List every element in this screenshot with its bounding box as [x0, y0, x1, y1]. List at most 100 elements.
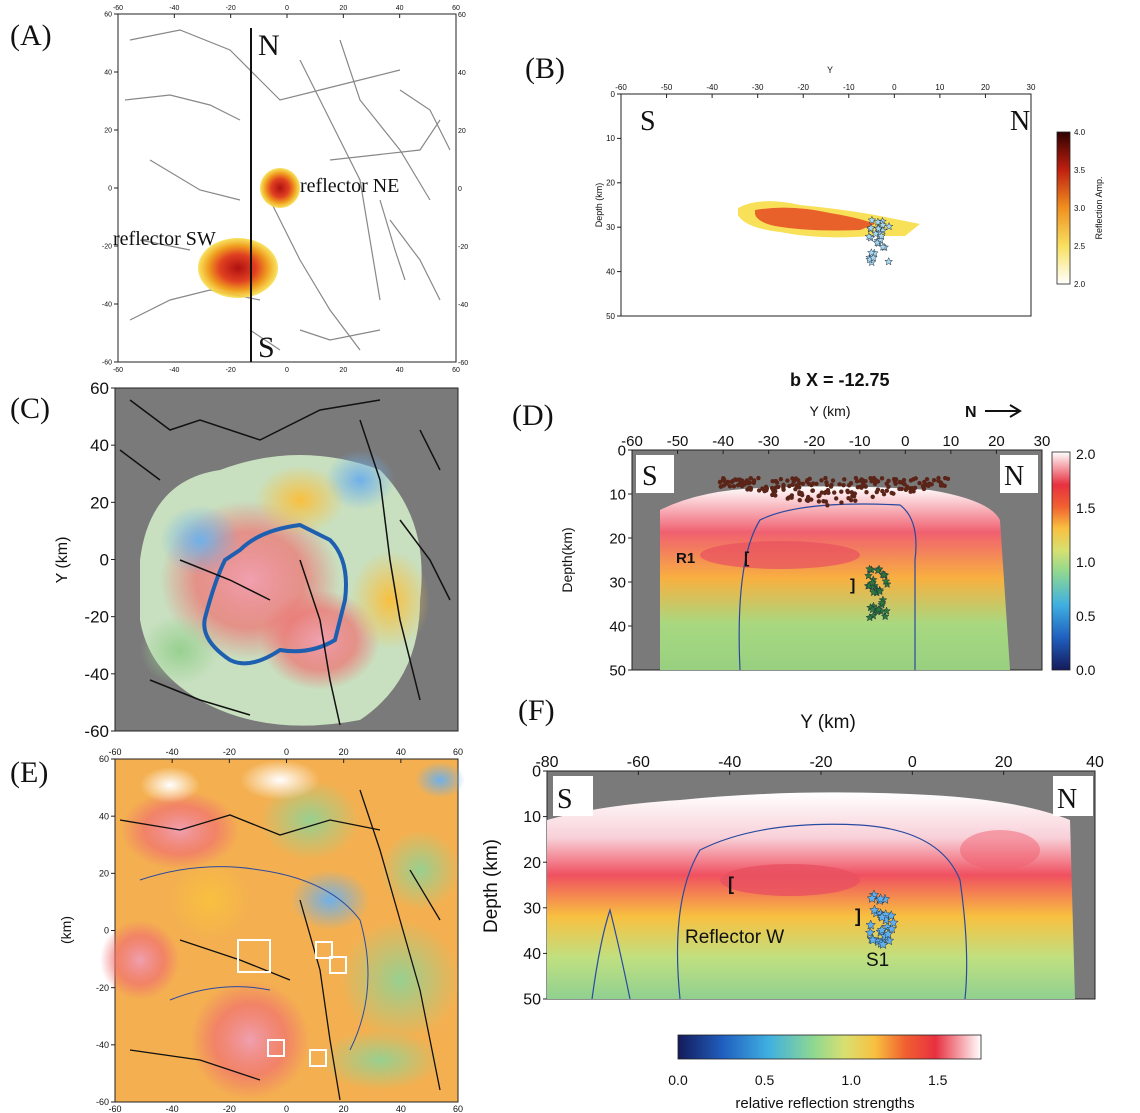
- colorbar-tick-label: 1.5: [1076, 500, 1096, 516]
- hypocenter-dot: [819, 490, 825, 495]
- x-tick-label: 0: [908, 754, 917, 771]
- x-tick-label: -60: [621, 433, 643, 450]
- hypocenter-dot: [735, 482, 741, 488]
- panel-e-fault-lines: [119, 789, 441, 1101]
- y-tick-label: 10: [609, 486, 626, 503]
- hypocenter-dot: [859, 485, 864, 490]
- panel-f: (F) Y (km) Depth (km) [ ] Reflector W S1…: [481, 694, 1104, 1009]
- y-tick-label: 0: [100, 550, 109, 569]
- hypocenter-dot: [839, 500, 844, 505]
- hypocenter-dot: [922, 479, 927, 485]
- x-tick-label-bottom: 20: [339, 1104, 349, 1113]
- hypocenter-dot: [756, 488, 762, 493]
- earthquake-star: [865, 919, 877, 930]
- hypocenter-dot: [863, 484, 868, 489]
- hypocenter-dot: [889, 490, 894, 496]
- panel-d-s-label: S: [642, 461, 658, 492]
- panel-c-label: (C): [10, 392, 50, 425]
- panel-f-s1-label: S1: [866, 950, 889, 971]
- hypocenter-dot: [911, 477, 916, 482]
- colorbar-tick-label: 4.0: [1074, 128, 1086, 137]
- y-tick-label: -60: [96, 1097, 109, 1107]
- hypocenter-dot: [724, 481, 729, 486]
- x-tick-label: -10: [849, 433, 871, 450]
- x-tick-label: 10: [935, 83, 944, 92]
- hypocenter-dot: [832, 490, 837, 495]
- x-tick-label: -20: [223, 747, 236, 757]
- hypocenter-dot: [886, 478, 891, 484]
- colorbar-tick-label: 0.5: [755, 1072, 775, 1088]
- panel-a-reflector-sw-spot: [198, 238, 278, 298]
- earthquake-star: [881, 576, 891, 586]
- earthquake-star: [882, 928, 894, 939]
- x-tick-label: -80: [535, 754, 558, 771]
- panel-c-ylabel: Y (km): [54, 537, 71, 584]
- earthquake-star: [876, 231, 886, 240]
- hypocenter-dot: [733, 477, 738, 482]
- y-tick-label-right: -20: [458, 244, 468, 251]
- hypocenter-dot: [850, 493, 855, 499]
- y-tick-label: 40: [609, 618, 626, 635]
- panel-c-fault-lines: [119, 399, 451, 726]
- panel-e-box-2: [315, 941, 333, 959]
- colorbar-tick-label: 1.0: [841, 1072, 861, 1088]
- hypocenter-dot: [748, 487, 753, 492]
- y-tick-label: 60: [99, 754, 109, 764]
- earthquake-star: [868, 253, 878, 262]
- x-tick-label: 20: [995, 754, 1013, 771]
- x-tick-label-bottom: -60: [113, 367, 123, 374]
- panel-f-reflector-w-label: Reflector W: [685, 927, 784, 948]
- panel-e-box-1: [237, 939, 271, 973]
- hypocenter-dot: [739, 483, 745, 489]
- hypocenter-dot: [790, 482, 795, 487]
- hypocenter-dot: [845, 488, 850, 494]
- panel-b: (B) Y Depth (km) S N Reflection Amp. -60…: [525, 52, 1104, 321]
- hypocenter-dot: [824, 482, 830, 488]
- x-tick-label: -40: [712, 433, 734, 450]
- panel-b-colorbar: [1056, 131, 1071, 285]
- x-tick-label: -40: [706, 83, 718, 92]
- hypocenter-dot: [879, 476, 885, 481]
- panel-f-contour-2: [591, 907, 631, 1000]
- hypocenter-dot: [769, 485, 775, 491]
- hypocenter-dot: [853, 498, 858, 503]
- hypocenter-dot: [774, 484, 780, 490]
- hypocenter-dot: [717, 479, 723, 485]
- hypocenter-dot: [911, 488, 916, 494]
- earthquake-star: [884, 221, 894, 231]
- y-tick-label: 20: [90, 493, 109, 512]
- hypocenter-dot: [795, 478, 801, 483]
- y-tick-label: -20: [84, 608, 109, 627]
- earthquake-star: [877, 598, 887, 607]
- earthquake-star: [873, 565, 883, 575]
- hypocenter-dot: [785, 496, 790, 501]
- panel-b-earthquakes: [864, 215, 894, 267]
- y-tick-label: 60: [90, 379, 109, 398]
- hypocenter-dot: [809, 482, 814, 487]
- panel-d-north-arrow-icon: [985, 404, 1022, 418]
- panel-d-data-field: [660, 486, 1010, 670]
- y-tick-label: 0: [104, 926, 109, 936]
- hypocenter-dot: [805, 494, 811, 500]
- hypocenter-dot: [823, 499, 829, 504]
- y-tick-label: 0: [108, 185, 112, 192]
- earthquake-star: [873, 223, 883, 233]
- y-tick-label: -20: [96, 983, 109, 993]
- hypocenter-dot: [871, 475, 877, 481]
- x-tick-label: 0: [892, 83, 897, 92]
- x-tick-label: -30: [758, 433, 780, 450]
- panel-d-colorbar: [1051, 451, 1071, 671]
- y-tick-label: 10: [523, 809, 541, 826]
- y-tick-label: 30: [523, 900, 541, 917]
- x-tick-label-bottom: -40: [169, 367, 179, 374]
- panel-f-bracket-right: ]: [855, 906, 861, 926]
- panel-f-s-label: S: [557, 784, 573, 815]
- x-tick-label: 60: [452, 5, 460, 12]
- earthquake-star: [882, 606, 891, 615]
- hypocenter-dot: [826, 490, 831, 496]
- panel-f-contour: [676, 823, 968, 1000]
- hypocenter-dot: [800, 481, 806, 487]
- hypocenter-dot: [773, 478, 778, 484]
